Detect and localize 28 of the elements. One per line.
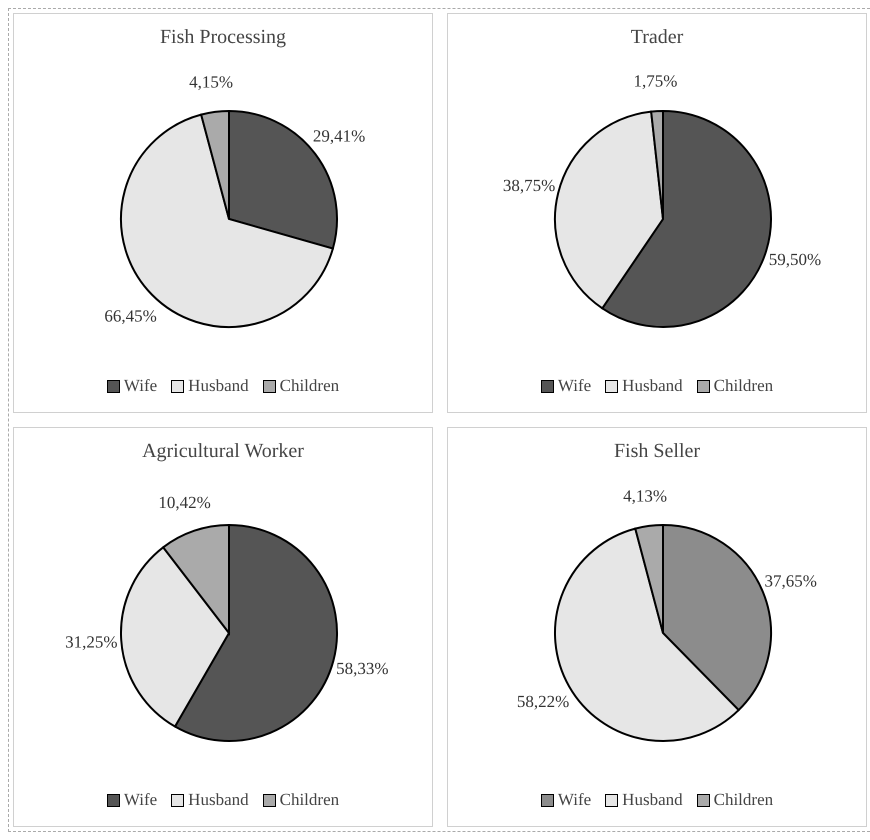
data-label: 58,22% <box>516 692 570 711</box>
chart-title: Fish Processing <box>158 26 288 49</box>
data-label: 38,75% <box>502 176 556 196</box>
chart-title: Trader <box>630 26 684 49</box>
data-label: 59,50% <box>768 250 822 270</box>
legend-label: Husband <box>621 790 683 810</box>
chart-title: Fish Seller <box>612 440 702 463</box>
data-label: 66,45% <box>104 306 157 326</box>
chart-title: Agricultural Worker <box>141 440 305 463</box>
legend-label: Wife <box>122 790 158 810</box>
data-label: 4,13% <box>623 486 668 506</box>
data-label: 29,41% <box>312 126 366 146</box>
legend-label: Husband <box>187 376 249 396</box>
data-label: 4,15% <box>189 72 234 92</box>
legend-label: Children <box>278 790 340 810</box>
data-label: 1,75% <box>633 72 678 91</box>
legend-label: Husband <box>621 376 683 396</box>
legend-label: Wife <box>556 376 592 396</box>
legend-label: Wife <box>122 376 158 396</box>
legend-label: Husband <box>187 790 249 810</box>
legend-label: Children <box>278 376 340 396</box>
legend-label: Children <box>712 790 774 810</box>
legend-label: Wife <box>556 790 592 810</box>
data-label: 10,42% <box>158 492 211 512</box>
legend-label: Children <box>712 376 774 396</box>
data-label: 37,65% <box>764 571 817 590</box>
data-label: 31,25% <box>65 632 118 652</box>
data-label: 58,33% <box>336 659 389 678</box>
